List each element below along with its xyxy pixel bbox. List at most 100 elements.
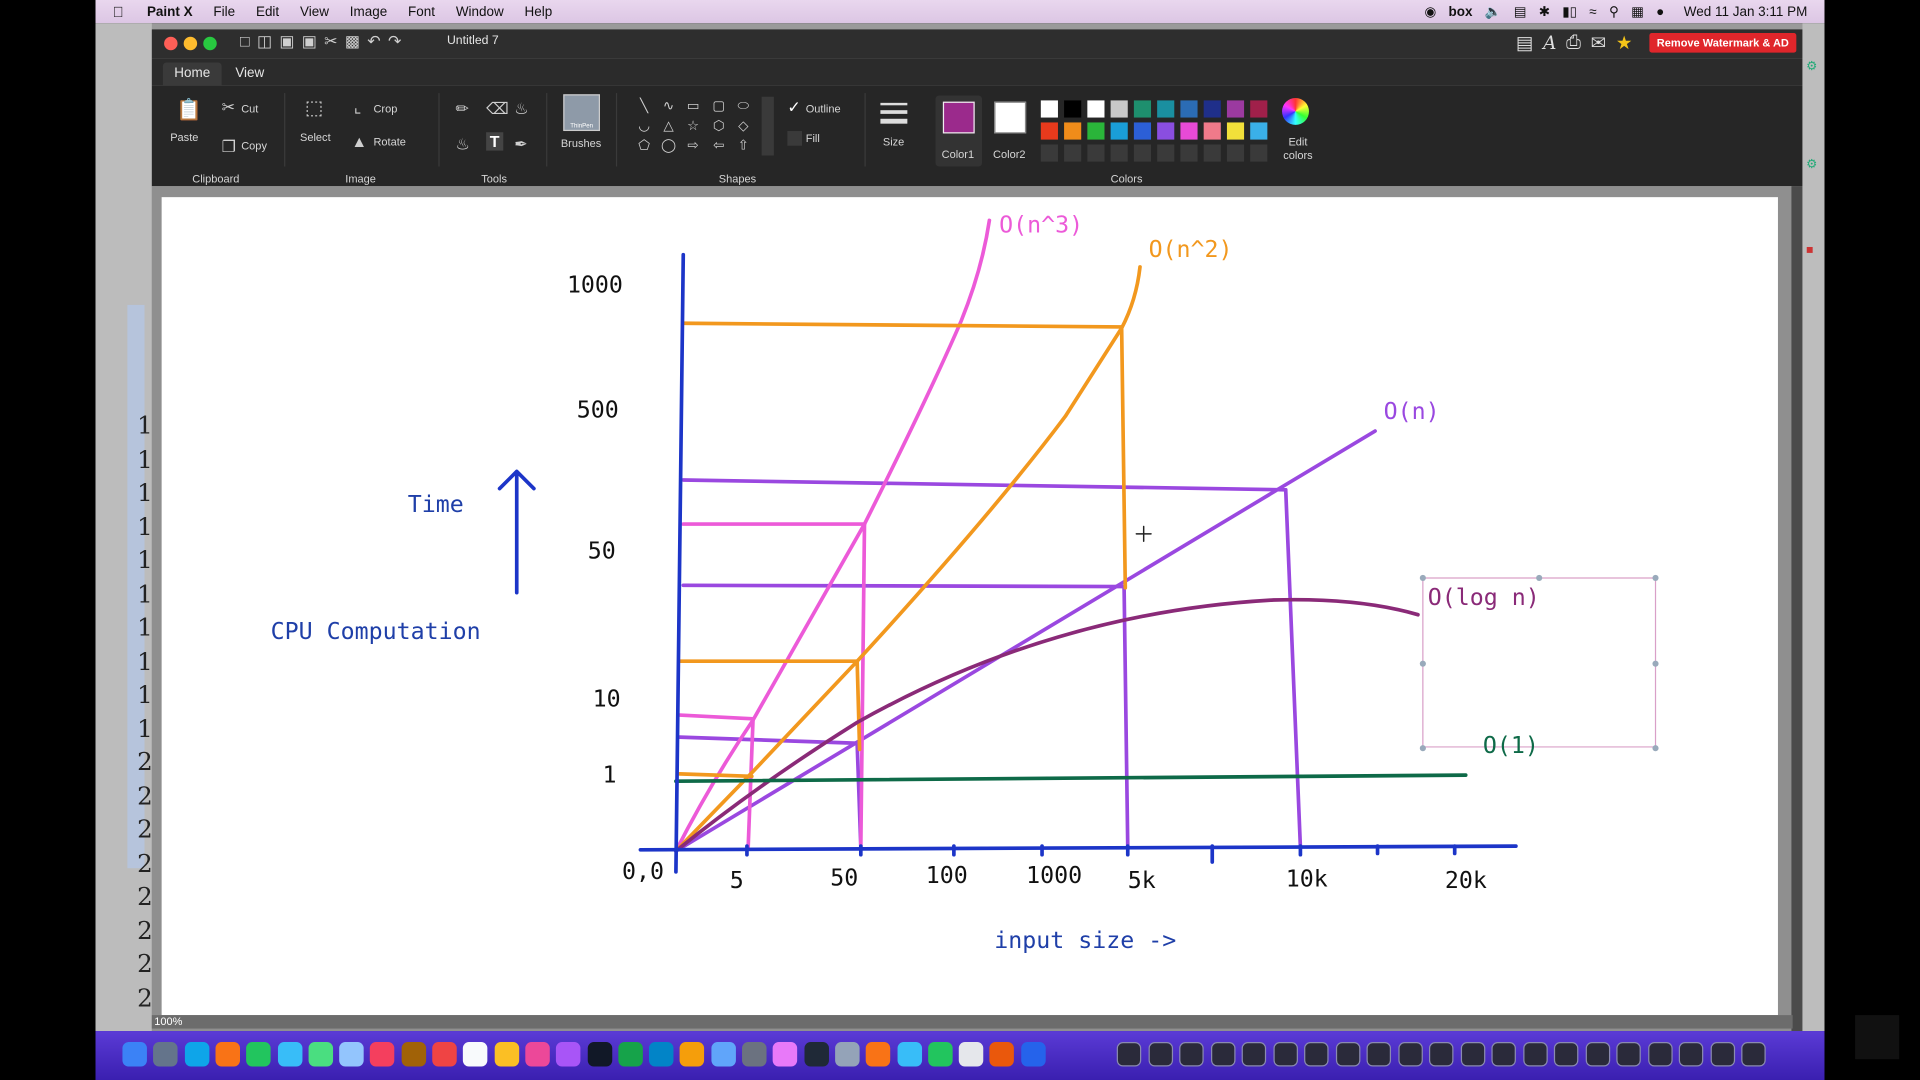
resize-handle[interactable]	[1536, 574, 1543, 582]
up-arrow-shape-icon[interactable]: ⇧	[737, 138, 749, 154]
dock-app-icon[interactable]	[432, 1042, 457, 1067]
dock-app-icon[interactable]	[680, 1042, 705, 1067]
calendar-icon[interactable]: ▤	[1513, 4, 1527, 20]
dock-window-thumbnail[interactable]	[1647, 1042, 1673, 1067]
dock-app-icon[interactable]	[246, 1042, 271, 1067]
dock-app-icon[interactable]	[742, 1042, 767, 1067]
dock-app-icon[interactable]	[401, 1042, 426, 1067]
zoom-button[interactable]	[203, 36, 217, 51]
dock-window-thumbnail[interactable]	[1741, 1042, 1766, 1067]
layout-icon[interactable]: ▤	[1515, 33, 1534, 54]
custom-color-slot[interactable]	[1180, 144, 1198, 162]
open-folder-icon[interactable]: ◫	[256, 31, 273, 51]
palette-swatch[interactable]	[1203, 100, 1221, 118]
palette-swatch[interactable]	[1250, 100, 1268, 118]
font-icon[interactable]: A	[1543, 31, 1557, 54]
custom-color-slot[interactable]	[1110, 144, 1128, 162]
fill-bucket-icon[interactable]: ♨	[514, 99, 529, 118]
control-center-icon[interactable]: ▦	[1631, 4, 1644, 20]
print-icon[interactable]: ⎙	[1566, 31, 1581, 53]
outline-toggle[interactable]: Outline	[805, 102, 841, 116]
dock-window-thumbnail[interactable]	[1397, 1042, 1423, 1067]
dock-app-icon[interactable]	[865, 1042, 891, 1067]
dock-app-icon[interactable]	[122, 1042, 147, 1067]
palette-swatch[interactable]	[1040, 100, 1058, 118]
redo-icon[interactable]: ↷	[387, 31, 402, 51]
palette-swatch[interactable]	[1157, 122, 1175, 140]
size-button[interactable]: Size	[882, 135, 905, 149]
dock-window-thumbnail[interactable]	[1179, 1042, 1204, 1067]
tab-view[interactable]: View	[235, 66, 265, 81]
remove-watermark-button[interactable]: Remove Watermark & AD	[1649, 33, 1797, 53]
dock-app-icon[interactable]	[711, 1042, 736, 1067]
zoom-level[interactable]: 100%	[154, 1015, 183, 1028]
text-tool-icon[interactable]: T	[486, 132, 504, 151]
dock-app-icon[interactable]	[834, 1042, 860, 1067]
custom-color-slot[interactable]	[1157, 144, 1175, 162]
resize-handle[interactable]	[1652, 574, 1659, 582]
custom-color-slot[interactable]	[1064, 144, 1082, 162]
dock-app-icon[interactable]	[463, 1042, 488, 1067]
battery-icon[interactable]: ▮▯	[1562, 4, 1578, 20]
menu-file[interactable]: File	[213, 4, 236, 19]
palette-swatch[interactable]	[1087, 122, 1105, 140]
copy-button[interactable]: Copy	[241, 139, 267, 152]
bluetooth-icon[interactable]: ✱	[1538, 4, 1550, 20]
dock-app-icon[interactable]	[494, 1042, 519, 1067]
mail-icon[interactable]: ✉	[1590, 33, 1607, 54]
palette-swatch[interactable]	[1226, 122, 1245, 140]
custom-color-slot[interactable]	[1087, 144, 1105, 162]
save-as-icon[interactable]: ▣	[301, 31, 317, 51]
diamond-shape-icon[interactable]: ◇	[738, 118, 749, 134]
shapes-scroll[interactable]	[761, 96, 774, 156]
new-file-icon[interactable]: □	[240, 31, 250, 51]
palette-swatch[interactable]	[1110, 100, 1128, 118]
crop-button[interactable]: Crop	[373, 102, 398, 116]
select-icon[interactable]: ⬚	[304, 97, 324, 119]
line-shape-icon[interactable]: ╲	[640, 99, 649, 114]
dock-app-icon[interactable]	[277, 1042, 302, 1067]
palette-swatch[interactable]	[1110, 122, 1128, 140]
right-arrow-shape-icon[interactable]: ⇨	[687, 138, 699, 154]
dock-app-icon[interactable]	[958, 1042, 984, 1067]
rounded-rectangle-shape-icon[interactable]: ▢	[712, 99, 726, 114]
custom-color-slot[interactable]	[1133, 144, 1152, 162]
menu-window[interactable]: Window	[455, 4, 504, 19]
palette-swatch[interactable]	[1087, 100, 1105, 118]
dock-window-thumbnail[interactable]	[1460, 1042, 1485, 1067]
search-icon[interactable]: ⚲	[1608, 4, 1619, 20]
save-icon[interactable]: ▣	[279, 31, 295, 51]
paste-icon[interactable]: 📋	[176, 97, 203, 122]
dock-window-thumbnail[interactable]	[1428, 1042, 1454, 1067]
clock[interactable]: Wed 11 Jan 3:11 PM	[1683, 4, 1808, 19]
menu-help[interactable]: Help	[524, 4, 553, 19]
crop-icon[interactable]: ⌞	[353, 97, 362, 117]
dock-app-icon[interactable]	[339, 1042, 364, 1067]
rotate-icon[interactable]: ▲	[351, 132, 368, 151]
paste-button[interactable]: Paste	[170, 131, 199, 144]
wifi-icon[interactable]: ≈	[1589, 4, 1597, 19]
menu-app[interactable]: Paint X	[146, 4, 193, 19]
dock-window-thumbnail[interactable]	[1491, 1042, 1516, 1067]
dock-app-icon[interactable]	[184, 1042, 209, 1067]
custom-color-slot[interactable]	[1040, 144, 1058, 162]
paste-tool-icon[interactable]: ▩	[344, 31, 360, 51]
dock-app-icon[interactable]	[525, 1042, 550, 1067]
triangle-shape-icon[interactable]: △	[663, 118, 674, 134]
copy-icon[interactable]: ❐	[221, 137, 236, 156]
left-arrow-shape-icon[interactable]: ⇦	[713, 138, 725, 154]
custom-color-slot[interactable]	[1250, 144, 1268, 162]
star-icon[interactable]: ★	[1615, 33, 1633, 54]
dock-window-thumbnail[interactable]	[1616, 1042, 1641, 1067]
paint-icon[interactable]: ♨	[455, 134, 470, 154]
dock-app-icon[interactable]	[803, 1042, 829, 1067]
palette-swatch[interactable]	[1157, 100, 1175, 118]
custom-color-slot[interactable]	[1226, 144, 1245, 162]
dock-app-icon[interactable]	[556, 1042, 581, 1067]
rotate-button[interactable]: Rotate	[373, 135, 406, 149]
cut-button[interactable]: Cut	[241, 102, 259, 116]
pencil-icon[interactable]: ✏	[455, 99, 469, 118]
rectangle-shape-icon[interactable]: ▭	[686, 99, 700, 114]
size-lines-icon[interactable]	[880, 118, 908, 124]
circle-shape-icon[interactable]: ◯	[661, 138, 677, 154]
